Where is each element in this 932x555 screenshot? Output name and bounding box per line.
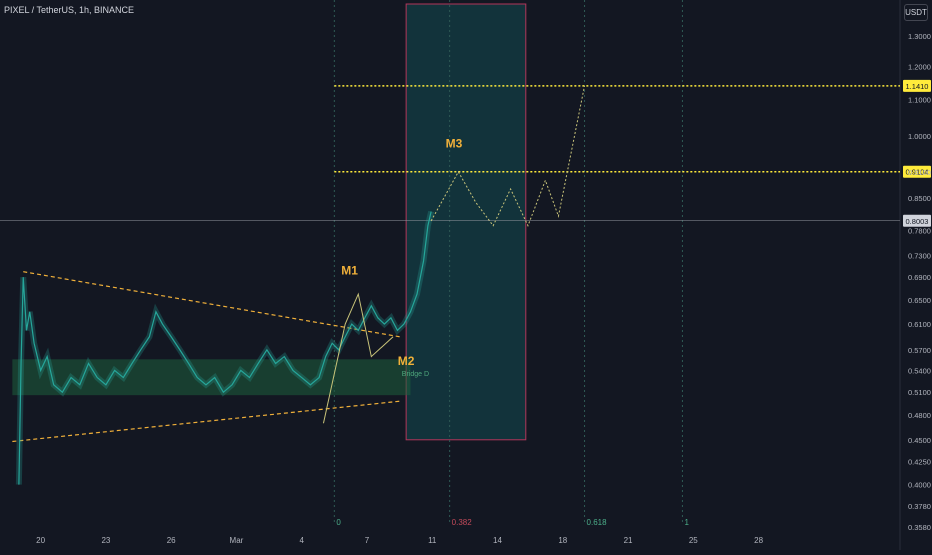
y-tick-label: 0.7300 xyxy=(908,252,931,261)
wave-annotation: M2 xyxy=(398,354,415,368)
fib-level-label: 0.382 xyxy=(452,518,473,527)
x-tick-label: 26 xyxy=(167,536,176,545)
x-tick-label: 18 xyxy=(558,536,567,545)
x-tick-label: 28 xyxy=(754,536,763,545)
fib-level-label: 0 xyxy=(336,518,341,527)
x-tick-label: 21 xyxy=(624,536,633,545)
trendline-lower xyxy=(12,400,400,443)
y-tick-label: 0.5400 xyxy=(908,366,931,375)
y-tick-label: 0.5100 xyxy=(908,388,931,397)
y-tick-label: 0.3580 xyxy=(908,523,931,532)
price-series-line xyxy=(18,211,432,485)
fib-level-label: 1 xyxy=(684,518,689,527)
y-tick-label: 0.3780 xyxy=(908,502,931,511)
x-tick-label: 23 xyxy=(101,536,110,545)
projection-box xyxy=(405,3,527,441)
symbol-title: PIXEL / TetherUS, 1h, BINANCE xyxy=(4,5,135,15)
fib-level-label: 0.618 xyxy=(587,518,608,527)
y-tick-label: 0.9100 xyxy=(908,168,931,177)
y-tick-label: 0.7800 xyxy=(908,227,931,236)
y-tick-label: 0.4500 xyxy=(908,436,931,445)
y-tick-label: 0.4250 xyxy=(908,458,931,467)
projection-path xyxy=(430,85,586,227)
wave-annotation: M3 xyxy=(446,137,463,151)
m1-path xyxy=(322,292,394,424)
y-tick-label: 1.1000 xyxy=(908,96,931,105)
x-tick-label: 4 xyxy=(299,536,304,545)
y-tick-label: 0.5700 xyxy=(908,346,931,355)
trendline-upper xyxy=(23,271,400,338)
target-price-label: 0.9104 xyxy=(906,168,929,177)
y-tick-label: 1.0000 xyxy=(908,132,931,141)
y-tick-label: 0.6100 xyxy=(908,320,931,329)
x-tick-label: 25 xyxy=(689,536,698,545)
x-tick-label: 20 xyxy=(36,536,45,545)
current-price-label: 0.8003 xyxy=(906,217,929,226)
target-price-tag xyxy=(903,79,931,92)
y-tick-label: 0.6500 xyxy=(908,296,931,305)
y-tick-label: 1.3000 xyxy=(908,32,931,41)
x-tick-label: 14 xyxy=(493,536,502,545)
wave-annotation: M1 xyxy=(341,263,358,277)
support-zone xyxy=(12,359,411,396)
target-price-tag xyxy=(903,165,931,178)
currency-button[interactable]: USDT xyxy=(904,4,928,21)
x-tick-label: 7 xyxy=(365,536,370,545)
x-tick-label: Mar xyxy=(230,536,244,545)
x-tick-label: 11 xyxy=(428,536,437,545)
y-tick-label: 0.4000 xyxy=(908,481,931,490)
y-tick-label: 0.6900 xyxy=(908,273,931,282)
current-price-tag xyxy=(903,214,931,227)
target-price-label: 1.1410 xyxy=(906,82,929,91)
y-tick-label: 1.2000 xyxy=(908,63,931,72)
support-zone-label: Bridge D xyxy=(402,371,429,378)
y-tick-label: 0.4800 xyxy=(908,411,931,420)
y-tick-label: 0.8500 xyxy=(908,194,931,203)
